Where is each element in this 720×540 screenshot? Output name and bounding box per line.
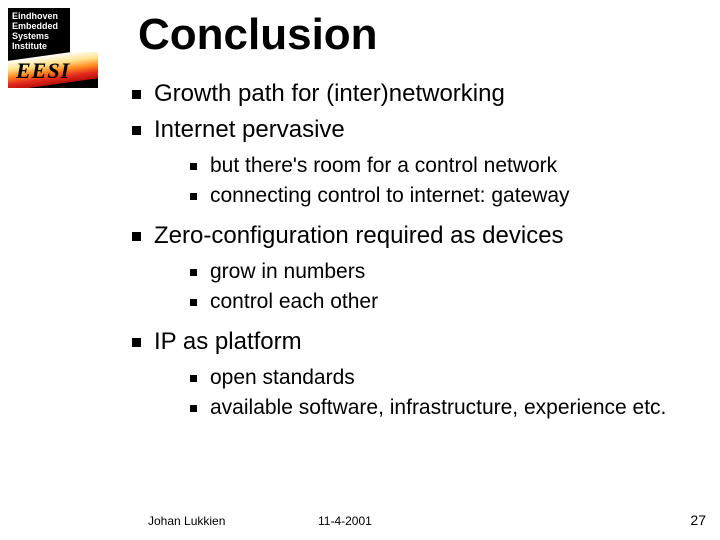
bullet-text: but there's room for a control network	[210, 154, 557, 177]
list-item: connecting control to internet: gateway	[184, 182, 682, 210]
logo-line-4: Institute	[12, 41, 66, 51]
sub-bullet-list: grow in numbers control each other	[154, 258, 682, 316]
slide: Eindhoven Embedded Systems Institute EES…	[0, 0, 720, 540]
list-item: available software, infrastructure, expe…	[184, 394, 682, 422]
bullet-text: Growth path for (inter)networking	[154, 80, 505, 107]
footer-date: 11-4-2001	[318, 514, 372, 528]
logo-line-3: Systems	[12, 31, 66, 41]
bullet-text: control each other	[210, 290, 378, 313]
list-item: Growth path for (inter)networking	[122, 78, 682, 110]
list-item: but there's room for a control network	[184, 152, 682, 180]
institute-logo: Eindhoven Embedded Systems Institute EES…	[8, 8, 98, 88]
list-item: Internet pervasive but there's room for …	[122, 114, 682, 210]
bullet-text: grow in numbers	[210, 260, 365, 283]
slide-content: Growth path for (inter)networking Intern…	[122, 78, 682, 432]
footer-page-number: 27	[690, 512, 706, 528]
bullet-text: Zero-configuration required as devices	[154, 222, 564, 249]
slide-title: Conclusion	[138, 10, 378, 60]
bullet-text: connecting control to internet: gateway	[210, 184, 570, 207]
logo-line-2: Embedded	[12, 21, 66, 31]
bullet-text: Internet pervasive	[154, 116, 345, 143]
logo-banner: EESI	[8, 52, 98, 88]
list-item: control each other	[184, 288, 682, 316]
bullet-text: IP as platform	[154, 328, 302, 355]
bullet-text: open standards	[210, 366, 355, 389]
sub-bullet-list: open standards available software, infra…	[154, 364, 682, 422]
logo-acronym: EESI	[16, 58, 70, 84]
footer-author: Johan Lukkien	[148, 514, 225, 528]
list-item: Zero-configuration required as devices g…	[122, 220, 682, 316]
list-item: grow in numbers	[184, 258, 682, 286]
logo-line-1: Eindhoven	[12, 11, 66, 21]
bullet-list: Growth path for (inter)networking Intern…	[122, 78, 682, 422]
sub-bullet-list: but there's room for a control network c…	[154, 152, 682, 210]
logo-text-block: Eindhoven Embedded Systems Institute	[8, 8, 70, 52]
list-item: open standards	[184, 364, 682, 392]
bullet-text: available software, infrastructure, expe…	[210, 396, 666, 419]
list-item: IP as platform open standards available …	[122, 326, 682, 422]
